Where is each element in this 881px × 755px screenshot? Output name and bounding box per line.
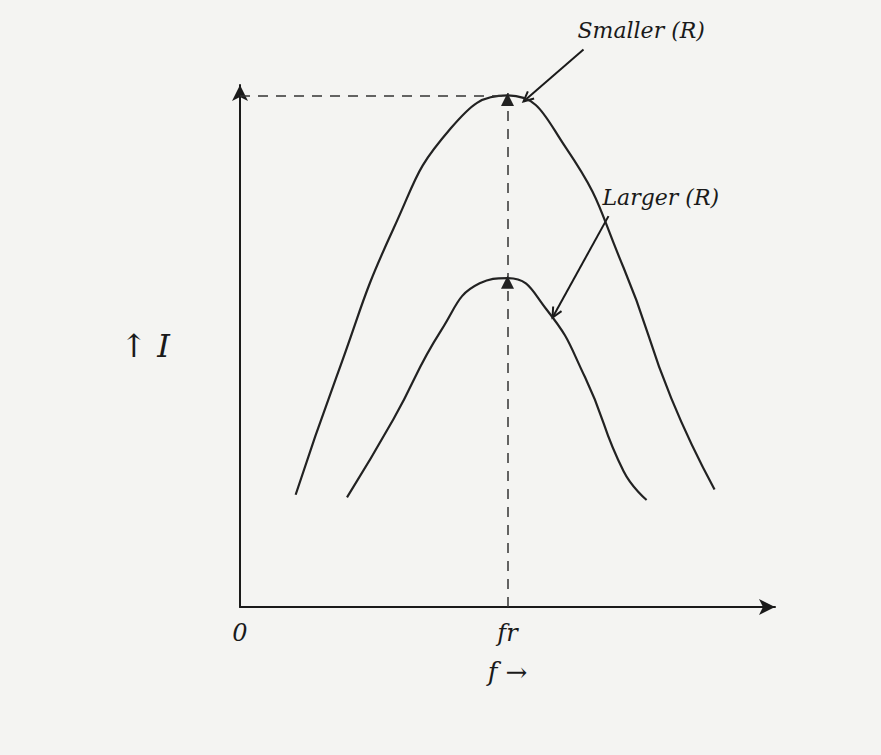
svg-text:Larger (R): Larger (R) — [602, 185, 720, 210]
svg-text:fr: fr — [495, 619, 519, 647]
svg-text:0: 0 — [232, 619, 247, 647]
svg-text:↑ I: ↑ I — [120, 327, 171, 365]
svg-text:Smaller (R): Smaller (R) — [578, 18, 705, 43]
svg-text:f →: f → — [486, 657, 528, 687]
